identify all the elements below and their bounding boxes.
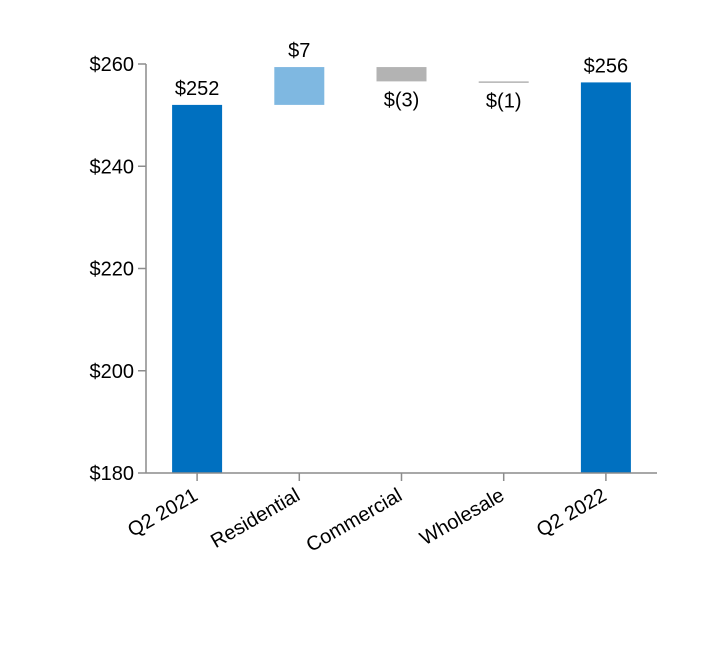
y-tick-label: $180 (90, 463, 135, 485)
y-tick-label: $220 (90, 259, 135, 281)
x-tick-label: Wholesale (416, 484, 508, 550)
data-label: $(3) (384, 89, 420, 111)
data-label: $256 (584, 55, 629, 77)
bar-q2-2022 (580, 82, 631, 473)
y-tick-label: $260 (90, 54, 135, 76)
bar-residential (274, 67, 325, 105)
data-label: $7 (288, 40, 310, 62)
x-tick-label: Residential (207, 484, 304, 553)
data-label: $252 (175, 78, 220, 100)
y-tick-label: $200 (90, 361, 135, 383)
bars (172, 67, 631, 474)
bar-q2-2021 (172, 104, 223, 474)
bar-wholesale (478, 81, 529, 83)
x-tick-label: Q2 2022 (533, 484, 610, 541)
bar-commercial (376, 67, 427, 82)
y-axis: $180 $200 $220 $240 $260 (90, 54, 147, 485)
x-tick-label: Commercial (303, 484, 406, 556)
x-tick-label: Q2 2021 (124, 484, 201, 541)
data-label: $(1) (486, 90, 522, 112)
data-labels: $252 $7 $(3) $(1) $256 (175, 40, 628, 112)
y-tick-label: $240 (90, 156, 135, 178)
